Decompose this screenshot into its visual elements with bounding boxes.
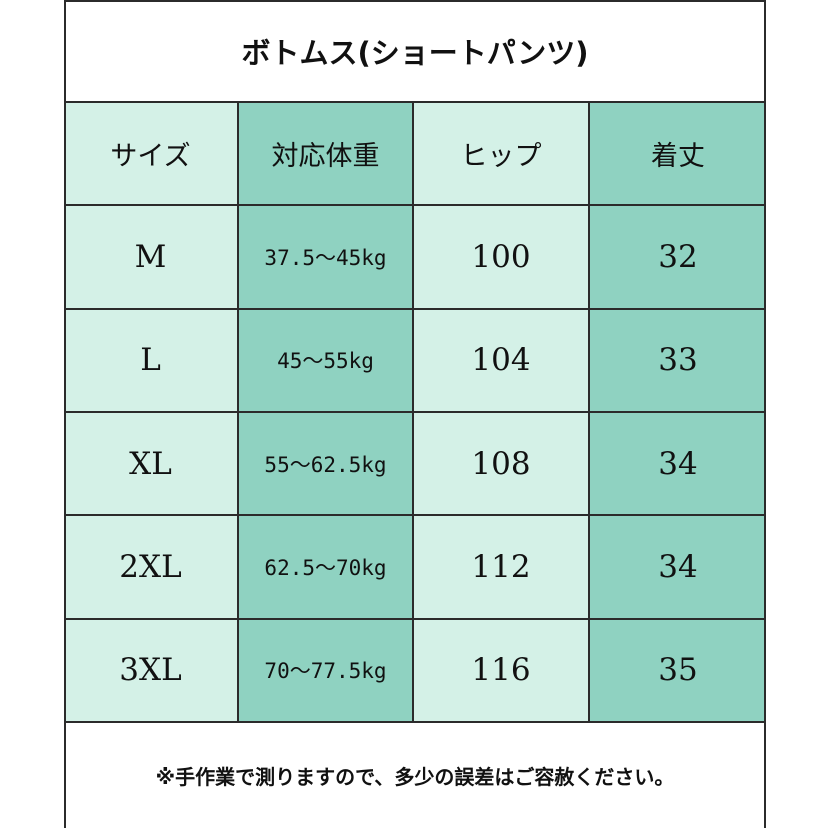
measurement-note: ※手作業で測りますので、多少の誤差はご容赦ください。 — [155, 765, 675, 789]
size-table: サイズ 対応体重 ヒップ 着丈 M 37.5～45kg 100 32 L 45～… — [64, 103, 766, 723]
row-length: 34 — [590, 413, 766, 517]
header-weight: 対応体重 — [239, 103, 414, 207]
row-length: 33 — [590, 309, 766, 413]
row-hip: 116 — [414, 619, 590, 723]
row-size: L — [64, 309, 239, 413]
row-hip: 100 — [414, 206, 590, 310]
row-size: 3XL — [64, 619, 239, 723]
row-length: 35 — [590, 619, 766, 723]
chart-title: ボトムス(ショートパンツ) — [64, 0, 766, 103]
row-weight: 55～62.5kg — [239, 413, 414, 517]
row-length: 32 — [590, 206, 766, 310]
header-hip: ヒップ — [414, 103, 590, 207]
row-weight: 62.5～70kg — [239, 516, 414, 620]
header-length: 着丈 — [590, 103, 766, 207]
row-hip: 112 — [414, 516, 590, 620]
row-hip: 104 — [414, 309, 590, 413]
row-size: XL — [64, 413, 239, 517]
row-size: 2XL — [64, 516, 239, 620]
size-chart: ボトムス(ショートパンツ) サイズ 対応体重 ヒップ 着丈 M 37.5～45k… — [64, 0, 766, 828]
row-length: 34 — [590, 516, 766, 620]
frame-border-right — [764, 0, 766, 828]
row-hip: 108 — [414, 413, 590, 517]
frame-border-top — [64, 0, 766, 2]
row-weight: 70～77.5kg — [239, 619, 414, 723]
header-size: サイズ — [64, 103, 239, 207]
row-size: M — [64, 206, 239, 310]
row-weight: 45～55kg — [239, 309, 414, 413]
row-weight: 37.5～45kg — [239, 206, 414, 310]
frame-border-left — [64, 0, 66, 828]
